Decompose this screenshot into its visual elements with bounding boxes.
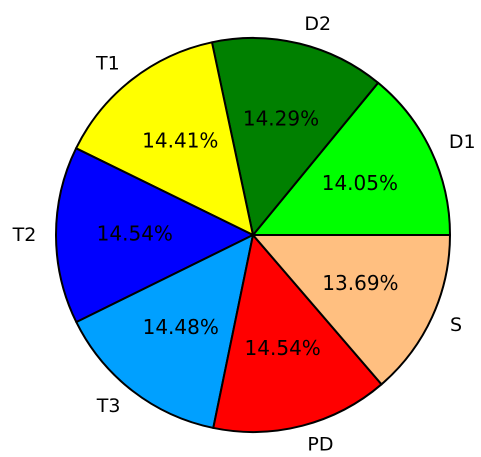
slice-label: T2: [12, 224, 37, 246]
percent-label: 14.05%: [322, 171, 398, 195]
pie-slice: [210, 37, 380, 236]
slice-label: T3: [96, 395, 121, 417]
slice-label: S: [450, 314, 462, 336]
slice-label: PD: [307, 433, 333, 455]
slice-label: T1: [95, 53, 120, 75]
percent-label: 13.69%: [322, 271, 398, 295]
pie-slice: [212, 234, 383, 433]
percent-label: 14.41%: [142, 128, 218, 152]
pie-slice: [75, 234, 254, 429]
percent-label: 14.54%: [97, 222, 173, 246]
percent-label: 14.54%: [245, 336, 321, 360]
percent-label: 14.48%: [143, 315, 219, 339]
percent-label: 14.29%: [243, 107, 319, 131]
pie-slice: [55, 147, 254, 324]
slice-label: D1: [449, 131, 476, 153]
pie-slice: [75, 41, 254, 236]
pie-slice: [252, 234, 451, 386]
pie-slice: [252, 81, 451, 236]
slice-label: D2: [304, 13, 331, 35]
